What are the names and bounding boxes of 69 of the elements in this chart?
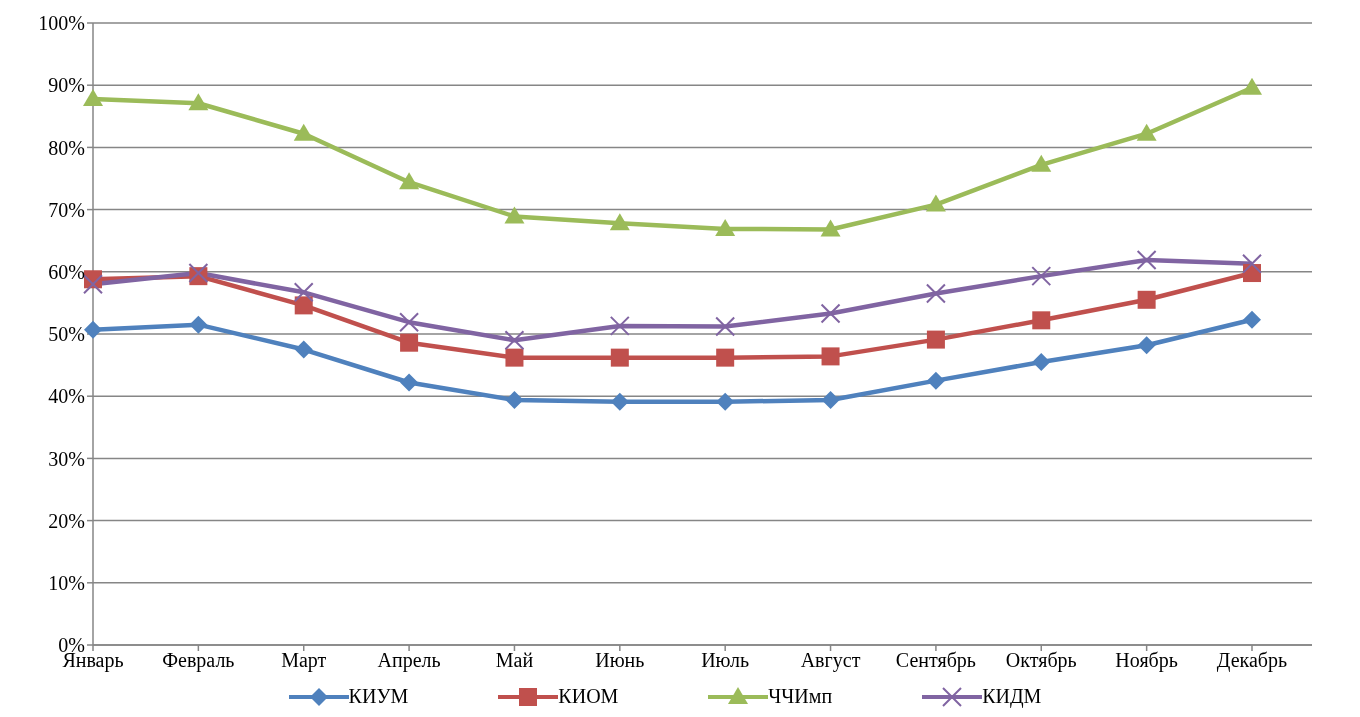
- x-tick-label: Ноябрь: [1115, 649, 1178, 673]
- point: [400, 333, 419, 352]
- y-tick-label: 80%: [48, 136, 85, 159]
- point: [926, 371, 945, 390]
- legend-label: ЧЧИмп: [768, 685, 833, 708]
- point: [609, 315, 630, 336]
- y-tick-label: 70%: [48, 198, 85, 221]
- point: [1137, 336, 1156, 355]
- point: [293, 123, 314, 141]
- point: [610, 348, 629, 367]
- point: [1136, 249, 1157, 270]
- point: [504, 206, 525, 224]
- legend-label: КИОМ: [558, 685, 619, 708]
- point: [926, 330, 945, 349]
- point: [715, 316, 736, 337]
- point: [293, 282, 314, 303]
- legend-label: КИУМ: [348, 685, 409, 708]
- y-tick-label: 90%: [48, 74, 85, 97]
- point: [716, 348, 735, 367]
- point: [399, 172, 420, 190]
- point: [189, 315, 208, 334]
- point: [820, 219, 841, 237]
- point: [610, 392, 629, 411]
- x-tick-label: Март: [281, 649, 327, 673]
- point: [1243, 310, 1261, 329]
- point: [1136, 123, 1157, 141]
- point: [1242, 253, 1262, 274]
- y-tick-label: 30%: [48, 447, 85, 470]
- x-tick-label: Февраль: [162, 649, 235, 673]
- point: [83, 88, 103, 106]
- point: [925, 194, 946, 212]
- point: [188, 93, 209, 111]
- point: [1137, 290, 1156, 309]
- x-tick-label: Октябрь: [1005, 649, 1077, 673]
- x-tick-label: Декабрь: [1216, 649, 1288, 673]
- point: [505, 348, 524, 367]
- point: [400, 373, 419, 392]
- point: [1031, 266, 1052, 287]
- point: [1032, 352, 1051, 371]
- point: [399, 312, 420, 333]
- point: [505, 390, 524, 409]
- x-tick-label: Август: [800, 649, 861, 673]
- y-tick-label: 20%: [48, 509, 85, 532]
- x-tick-label: Май: [495, 649, 534, 672]
- x-tick-label: Июнь: [595, 649, 645, 672]
- y-tick-label: 40%: [48, 385, 85, 408]
- point: [83, 274, 103, 295]
- point: [820, 303, 841, 324]
- point: [84, 320, 102, 339]
- x-tick-label: Апрель: [377, 649, 441, 673]
- point: [1032, 311, 1051, 330]
- x-tick-label: Сентябрь: [895, 649, 976, 673]
- y-tick-label: 100%: [38, 12, 85, 35]
- y-tick-label: 10%: [48, 571, 85, 594]
- point: [716, 392, 735, 411]
- y-tick-label: 50%: [48, 323, 85, 346]
- point: [715, 218, 736, 236]
- point: [925, 283, 946, 304]
- point: [821, 390, 840, 409]
- legend-label: КИДМ: [982, 685, 1042, 708]
- point: [821, 347, 840, 366]
- y-tick-label: 60%: [48, 260, 85, 283]
- point: [1242, 77, 1262, 95]
- point: [294, 296, 313, 315]
- point: [294, 340, 313, 359]
- point: [1031, 154, 1052, 172]
- x-tick-label: Июль: [701, 649, 750, 672]
- point: [504, 330, 525, 351]
- point: [609, 213, 630, 231]
